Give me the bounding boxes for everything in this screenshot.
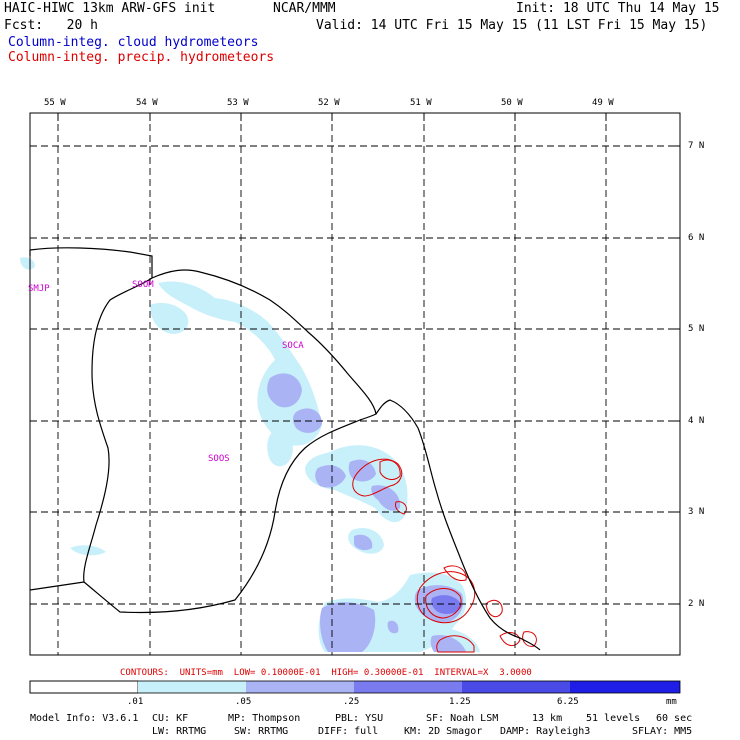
colorbar-swatch-5 [570, 681, 680, 693]
footer-timestep: 60 sec [656, 713, 693, 724]
valid-time: Valid: 14 UTC Fri 15 May 15 (11 LST Fri … [316, 18, 708, 33]
lat-label: 4 N [688, 416, 705, 426]
footer-levels: 51 levels [586, 713, 641, 724]
init-time: Init: 18 UTC Thu 14 May 15 [516, 1, 720, 16]
footer-diff: DIFF: full [318, 726, 379, 737]
footer-sf: SF: Noah LSM [426, 713, 499, 724]
footer-damp: DAMP: Rayleigh3 [500, 726, 591, 737]
colorbar-swatch-1 [138, 681, 246, 693]
forecast-hour: Fcst: 20 h [4, 18, 98, 33]
footer-mp: MP: Thompson [228, 713, 301, 724]
colorbar-label: .25 [343, 697, 360, 707]
latlon-grid [30, 113, 680, 655]
field-cloud-label: Column-integ. cloud hydrometeors [8, 35, 259, 50]
cloud-dark-shading [431, 595, 462, 614]
footer-km: KM: 2D Smagor [404, 726, 483, 737]
colorbar-swatch-0 [29, 680, 139, 694]
precip-contours [352, 458, 537, 653]
model-title: HAIC-HIWC 13km ARW-GFS init [4, 1, 216, 16]
colorbar-swatch-4 [462, 681, 570, 693]
lat-label: 3 N [688, 507, 705, 517]
station-label: SOCA [282, 341, 304, 351]
cloud-light-shading [20, 257, 480, 652]
colorbar-unit: mm [666, 697, 677, 707]
colorbar-swatch-3 [354, 681, 462, 693]
station-label: SMJP [28, 284, 50, 294]
colorbar-swatch-2 [246, 681, 354, 693]
footer-model-info: Model Info: V3.6.1 [30, 713, 139, 724]
station-label: SOOM [132, 280, 154, 290]
lon-label: 54 W [136, 98, 158, 108]
lon-label: 52 W [318, 98, 340, 108]
lat-label: 6 N [688, 233, 705, 243]
field-precip-label: Column-integ. precip. hydrometeors [8, 50, 275, 65]
footer-resolution: 13 km [532, 713, 563, 724]
axis-ticks [57, 113, 680, 605]
lon-label: 55 W [44, 98, 66, 108]
organization: NCAR/MMM [273, 1, 336, 16]
colorbar-label: .01 [127, 697, 144, 707]
station-label: SOOS [208, 454, 230, 464]
lat-label: 5 N [688, 324, 705, 334]
footer-cu: CU: KF [152, 713, 189, 724]
contours-note: CONTOURS: UNITS=mm LOW= 0.10000E-01 HIGH… [120, 668, 532, 678]
lon-label: 51 W [410, 98, 432, 108]
footer-lw: LW: RRTMG [152, 726, 207, 737]
colorbar-label: 6.25 [557, 697, 579, 707]
lon-label: 53 W [227, 98, 249, 108]
colorbar-label: .05 [235, 697, 252, 707]
lat-label: 7 N [688, 141, 705, 151]
footer-pbl: PBL: YSU [335, 713, 384, 724]
footer-sw: SW: RRTMG [234, 726, 289, 737]
footer-sflay: SFLAY: MM5 [632, 726, 693, 737]
lat-label: 2 N [688, 599, 705, 609]
colorbar-label: 1.25 [449, 697, 471, 707]
lon-label: 50 W [501, 98, 523, 108]
map-frame [29, 112, 681, 656]
lon-label: 49 W [592, 98, 614, 108]
colorbar [29, 680, 681, 694]
